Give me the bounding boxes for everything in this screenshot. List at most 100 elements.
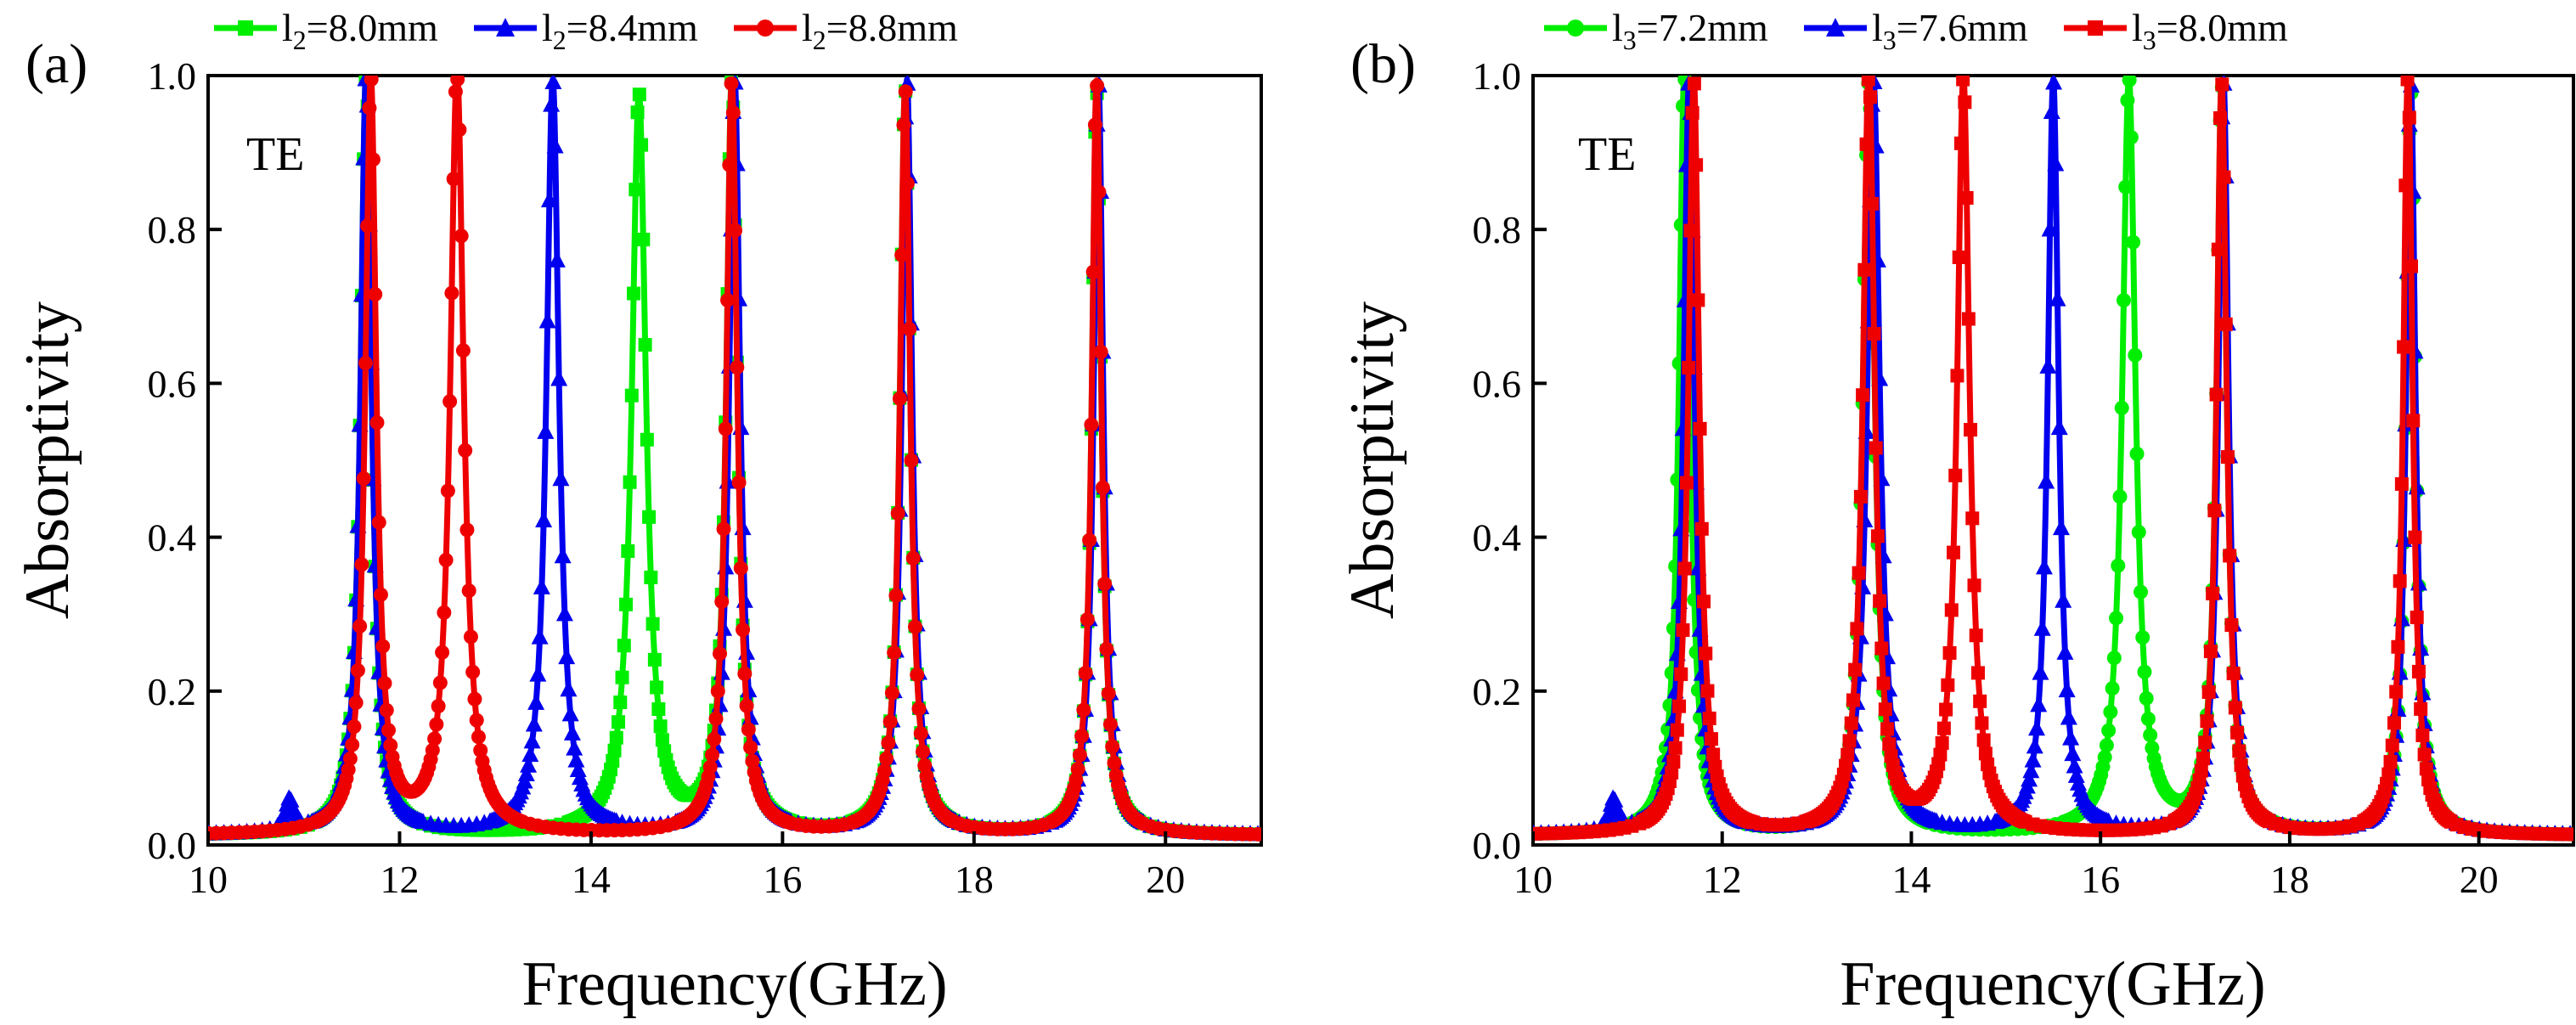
panel-b-series-3-point [2398, 178, 2413, 193]
panel-a-series-1-point [627, 286, 641, 301]
panel-b-series-3-point [1697, 594, 1711, 609]
panel-a-series-3-point [725, 105, 741, 121]
panel-b-y-tick-label-0.2: 0.2 [1473, 670, 1522, 713]
panel-b-series-1-point [2122, 76, 2137, 87]
panel-a-series-2-point [569, 761, 587, 778]
panel-a-series-3-point [881, 735, 896, 751]
panel-a-series-2-point [543, 95, 561, 112]
panel-b-series-3-point [1677, 561, 1692, 576]
panel-a-series-3-point [1095, 480, 1110, 495]
panel-a-x-tick-label-18: 18 [955, 858, 994, 901]
panel-a-series-3-point [380, 723, 396, 738]
panel-b-series-1-point [2118, 179, 2134, 194]
legend-b-label-2-base: l [1872, 6, 1883, 49]
legend-a-entry-2: l2=8.4mm [474, 6, 698, 55]
panel-b-series-3-point [2230, 725, 2245, 740]
panel-a-series-3-point [917, 757, 933, 773]
panel-b-series-1-point [2139, 690, 2154, 706]
panel-b-series-3-point [2563, 827, 2573, 842]
panel-b-series-2-point [2049, 290, 2066, 307]
panel-a-series-3-point [444, 285, 459, 301]
panel-b-series-3-point [2417, 747, 2432, 762]
panel-b-series-3-point [1666, 755, 1681, 769]
panel-a-series-2-point [548, 251, 566, 268]
panel-a-series-3-point [383, 738, 398, 753]
panel-b-series-3-point [1691, 293, 1705, 307]
panel-b-series-3-point [2223, 549, 2237, 563]
panel-b-series-3-point [2397, 340, 2411, 354]
panel-a-series-2-point [537, 422, 555, 439]
panel-b-series-3-point [2198, 735, 2212, 750]
panel-a-series-2-point [567, 751, 585, 768]
panel-b-series-3-point [1948, 468, 1963, 482]
panel-a-series-3-point [718, 421, 733, 436]
panel-b-series-1-point [2114, 400, 2129, 415]
panel-b-series-3-point [2196, 752, 2211, 766]
panel-a-series-3-point [352, 618, 368, 634]
panel-b-series-1-point [2099, 738, 2114, 753]
panel-b-series-1-point [2116, 293, 2131, 308]
panel-a-series-3-point [356, 471, 371, 487]
panel-b-series-3-point [1878, 702, 1892, 717]
panel-a-series-1-point [632, 87, 646, 102]
panel-b-x-axis-title: Frequency(GHz) [1840, 949, 2265, 1019]
legend-a-label-2-base: l [542, 6, 553, 49]
panel-a-y-tick-label-0.0: 0.0 [148, 824, 197, 867]
panel-a-series-3-point [710, 684, 725, 699]
panel-b-series-2-point [2052, 519, 2070, 536]
panel-a-series-3-point [375, 639, 391, 654]
panel-b-series-2-point [2047, 155, 2065, 172]
panel-a-series-1-point [609, 730, 623, 745]
panel-b-series-2-point [2035, 558, 2053, 575]
panel-b-series-1-point [2126, 234, 2141, 250]
panel-a-series-3-point [896, 117, 911, 132]
panel-a-series-1-point [650, 680, 664, 695]
legend-b-label-1-rest: =7.2mm [1637, 6, 1768, 49]
panel-b-series-3-point [2383, 755, 2398, 769]
panel-a-series-1-point [636, 233, 651, 247]
panel-b-series-1-point [2106, 650, 2122, 666]
panel-b-series-3-point [1848, 662, 1863, 677]
panel-a-series-1-point [653, 719, 668, 734]
panel-a-y-tick-label-0.6: 0.6 [148, 362, 197, 405]
panel-a-series-1-point [624, 388, 639, 403]
panel-a-y-tick-label-0.2: 0.2 [148, 670, 197, 713]
panel-a-series-3-point [739, 698, 754, 713]
legend-b-entry-1: l3=7.2mm [1544, 6, 1768, 55]
panel-b-series-3-point [1850, 622, 1864, 636]
panel-b-series-3-point [1952, 250, 1966, 264]
panel-b-series-2-point [2021, 770, 2038, 787]
panel-a-series-3-point [728, 222, 743, 238]
panel-a-series-3-point [892, 391, 907, 406]
legend-b-label-3-base: l [2132, 6, 2143, 49]
panel-a-series-3-point [437, 605, 452, 620]
panel-a-series-3-point [1074, 729, 1090, 744]
panel-b-series-3-point [1876, 676, 1891, 690]
panel-b-series-3-point [1852, 566, 1866, 580]
legend-b-label-2-sub: 3 [1883, 25, 1897, 55]
panel-a-series-3-point [904, 453, 919, 468]
panel-b-series-1-point [2134, 584, 2149, 600]
panel-b-series-3-point [1870, 529, 1885, 543]
panel-b-series-3-point [2232, 744, 2246, 758]
panel-a-series-3-point [342, 751, 358, 766]
panel-b-series-2-point [2033, 619, 2051, 636]
panel-a-series-1-point [640, 432, 654, 447]
panel-a-series-2-point [517, 765, 535, 782]
panel-a-y-tick-label-0.4: 0.4 [148, 516, 197, 560]
panel-a-series-3-point [442, 394, 458, 409]
legend-b-label-3-sub: 3 [2143, 25, 2156, 55]
panel-a-series-3-point [345, 737, 360, 752]
panel-a-series-3-point [435, 645, 450, 660]
panel-b-series-1-point [2097, 750, 2112, 765]
panel-b-series-1-point [2103, 704, 2118, 719]
panel-a-series-3-point [350, 663, 365, 679]
legend-b-label-3: l3=8.0mm [2132, 6, 2288, 55]
panel-b-series-1-point [2140, 712, 2156, 727]
panel-a-series-3-point [429, 717, 444, 732]
panel-b-series-3-point [2203, 645, 2218, 659]
legend-a-label-3-rest: =8.8mm [826, 6, 958, 49]
panel-b-series-3-point [1856, 388, 1870, 403]
panel-a-series-3-point [707, 732, 722, 747]
panel-b-series-3-point [1683, 223, 1698, 238]
